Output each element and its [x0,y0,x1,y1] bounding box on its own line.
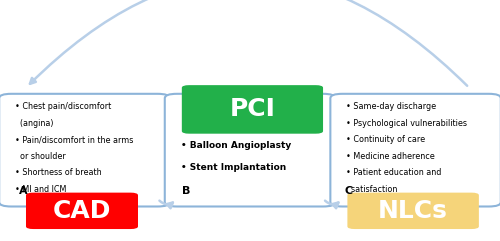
Text: • Continuity of care: • Continuity of care [346,135,426,144]
FancyBboxPatch shape [182,85,323,134]
Text: NLCs: NLCs [378,199,448,223]
Text: • Medicine adherence: • Medicine adherence [346,152,435,161]
Text: • Psychological vulnerabilities: • Psychological vulnerabilities [346,119,468,128]
Text: satisfaction: satisfaction [346,185,398,194]
Text: • Pain/discomfort in the arms: • Pain/discomfort in the arms [16,135,134,144]
Text: B: B [182,186,190,196]
Text: (angina): (angina) [16,119,54,128]
Text: • Balloon Angioplasty: • Balloon Angioplasty [181,141,291,150]
Text: • Chest pain/discomfort: • Chest pain/discomfort [16,102,112,112]
Text: or shoulder: or shoulder [16,152,66,161]
FancyBboxPatch shape [165,94,335,207]
Text: A: A [18,186,28,196]
FancyBboxPatch shape [330,94,500,207]
Text: • MI and ICM: • MI and ICM [16,185,66,194]
Text: C: C [345,186,353,196]
Text: • Shortness of breath: • Shortness of breath [16,168,102,177]
FancyBboxPatch shape [26,193,138,229]
Text: • Same-day discharge: • Same-day discharge [346,102,436,112]
Text: CAD: CAD [53,199,111,223]
Text: PCI: PCI [230,97,276,121]
Text: • Stent Implantation: • Stent Implantation [181,163,286,172]
FancyBboxPatch shape [0,94,170,207]
FancyBboxPatch shape [348,193,479,229]
Text: • Patient education and: • Patient education and [346,168,442,177]
